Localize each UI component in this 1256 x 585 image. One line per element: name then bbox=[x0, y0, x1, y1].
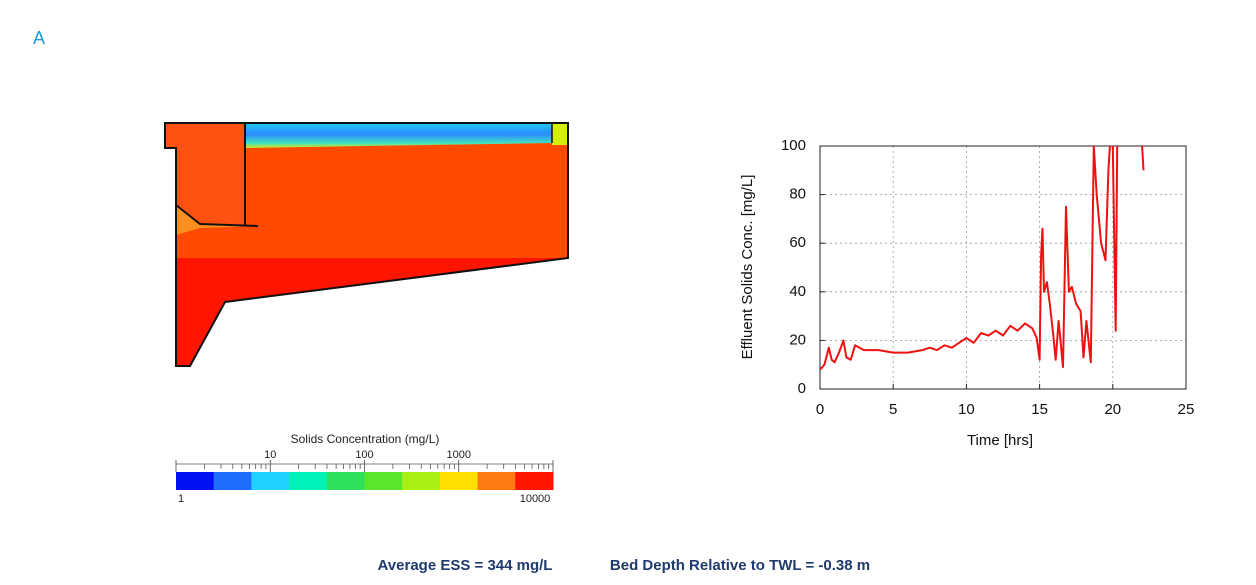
x-tick-label: 0 bbox=[816, 401, 824, 418]
clarifier-inlet bbox=[165, 123, 245, 225]
colorbar-segment bbox=[251, 472, 290, 490]
colorbar-segment bbox=[402, 472, 441, 490]
colorbar-segment bbox=[176, 472, 215, 490]
colorbar-tick-label: 10000 bbox=[520, 493, 551, 505]
clarifier-weir bbox=[552, 123, 568, 145]
colorbar-segment bbox=[477, 472, 516, 490]
colorbar-segment bbox=[326, 472, 365, 490]
colorbar-segment bbox=[439, 472, 479, 490]
clarifier-wedge bbox=[176, 205, 258, 235]
x-tick-label: 20 bbox=[1104, 401, 1121, 418]
plot-frame bbox=[819, 145, 1187, 390]
clarifier-feed-line bbox=[175, 204, 259, 227]
y-tick-label: 60 bbox=[789, 234, 806, 251]
data-line bbox=[820, 146, 1145, 371]
clarifier-blanket bbox=[176, 258, 568, 366]
colorbar-segment bbox=[515, 472, 554, 490]
y-tick-label: 100 bbox=[781, 137, 806, 154]
x-tick-label: 5 bbox=[889, 401, 897, 418]
colorbar: Solids Concentration (mg/L) 1 10 100 1000 10… bbox=[175, 432, 554, 505]
x-tick-label: 15 bbox=[1031, 401, 1048, 418]
y-tick-label: 20 bbox=[789, 331, 806, 348]
colorbar-segment bbox=[289, 472, 328, 490]
y-tick-label: 80 bbox=[789, 186, 806, 203]
line-chart: Time [hrs] Effluent Solids Conc. [mg/L] … bbox=[739, 137, 1194, 449]
colorbar-tick-label: 100 bbox=[355, 449, 373, 461]
clarifier-outline bbox=[164, 122, 569, 367]
colorbar-tick-label: 1000 bbox=[447, 449, 471, 461]
y-tick-label: 0 bbox=[798, 380, 806, 397]
y-tick-label: 40 bbox=[789, 283, 806, 300]
x-tick-label: 10 bbox=[958, 401, 975, 418]
colorbar-tick-label: 1 bbox=[178, 493, 184, 505]
clarifier-clear-water bbox=[245, 123, 552, 148]
colorbar-segment bbox=[213, 472, 252, 490]
colorbar-segment bbox=[364, 472, 403, 490]
y-axis-label: Effluent Solids Conc. [mg/L] bbox=[739, 175, 756, 360]
colorbar-tick-label: 10 bbox=[264, 449, 276, 461]
clarifier-diagram bbox=[164, 122, 569, 367]
panel-label: A bbox=[33, 28, 45, 48]
caption-ess: Average ESS = 344 mg/L bbox=[378, 557, 553, 574]
colorbar-title: Solids Concentration (mg/L) bbox=[291, 432, 440, 446]
x-axis-label: Time [hrs] bbox=[967, 432, 1033, 449]
caption-bed-depth: Bed Depth Relative to TWL = -0.38 m bbox=[610, 557, 870, 574]
x-tick-label: 25 bbox=[1178, 401, 1195, 418]
clarifier-upper bbox=[165, 123, 568, 258]
